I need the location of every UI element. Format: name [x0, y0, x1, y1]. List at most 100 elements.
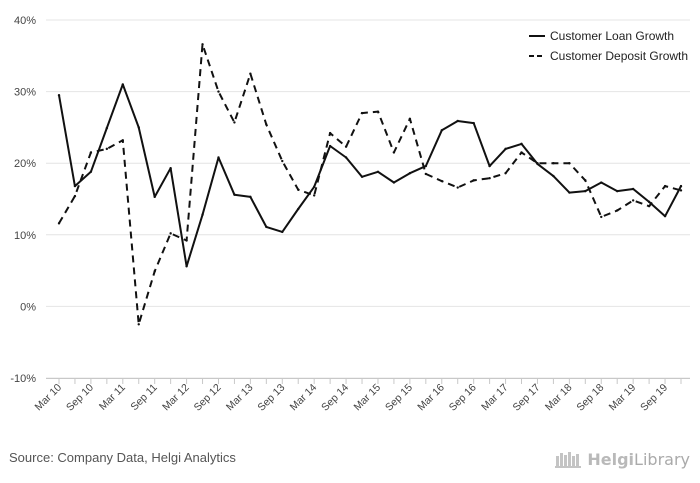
data-point [57, 93, 61, 97]
data-point [312, 194, 316, 197]
series-line-loan-growth [58, 83, 682, 268]
data-point [233, 121, 236, 124]
data-point [249, 72, 252, 75]
data-point [344, 156, 348, 159]
data-point [376, 170, 380, 173]
data-point [185, 265, 188, 268]
data-point [584, 179, 587, 182]
data-point [297, 207, 300, 211]
data-point [89, 170, 93, 173]
data-point [344, 145, 348, 148]
legend-label: Customer Deposit Growth [550, 49, 688, 63]
data-point [424, 164, 428, 168]
data-point [328, 131, 332, 135]
logo-brand: Helgi [587, 449, 635, 469]
x-tick-label: Sep 15 [383, 382, 415, 414]
x-tick-label: Sep 17 [511, 382, 543, 414]
data-point [456, 186, 459, 189]
x-tick-label: Sep 16 [447, 382, 479, 414]
data-point [584, 189, 587, 193]
plot-area [57, 43, 683, 326]
data-point [217, 156, 220, 159]
data-point [121, 83, 124, 86]
data-point [392, 151, 396, 154]
x-tick-label: Mar 11 [97, 382, 128, 413]
data-point [217, 90, 220, 93]
data-point [281, 230, 284, 234]
data-point [57, 222, 61, 225]
data-point [408, 172, 412, 175]
y-tick-label: 10% [14, 230, 36, 242]
data-point [392, 181, 396, 184]
data-point [408, 117, 412, 121]
legend-label: Customer Loan Growth [550, 29, 674, 43]
x-tick-label: Mar 13 [224, 382, 256, 414]
data-point [504, 172, 507, 175]
x-tick-label: Sep 14 [319, 382, 351, 414]
data-point [265, 225, 268, 229]
data-point [600, 215, 603, 219]
data-point [360, 175, 364, 179]
data-point [520, 142, 523, 146]
data-point [663, 184, 667, 188]
library-books-icon [555, 452, 582, 468]
data-point [153, 270, 156, 273]
data-point [312, 185, 316, 189]
data-point [552, 162, 555, 165]
x-axis-ticks: Mar 10 Sep 10 Mar 11 Sep 11 Mar 12 Sep 12 Mar … [33, 378, 682, 414]
data-point [440, 129, 443, 132]
x-tick-label: Sep 18 [574, 382, 606, 414]
data-point [185, 239, 188, 242]
x-tick-label: Mar 19 [607, 382, 639, 414]
data-point [663, 214, 667, 218]
x-tick-label: Mar 12 [160, 382, 192, 414]
data-point [552, 174, 555, 178]
data-point [89, 151, 93, 154]
y-tick-label: 40% [14, 15, 36, 27]
data-point [679, 184, 683, 188]
data-point [169, 167, 172, 170]
data-point [631, 187, 635, 191]
x-tick-label: Sep 10 [64, 382, 96, 414]
data-point [600, 181, 603, 184]
data-point [328, 144, 332, 148]
legend: Customer Loan Growth Customer Deposit Gro… [529, 29, 688, 63]
x-tick-label: Mar 15 [351, 382, 383, 414]
x-tick-label: Mar 14 [288, 382, 320, 414]
data-point [281, 159, 284, 163]
data-point [297, 188, 300, 191]
y-tick-label: -10% [10, 373, 36, 385]
data-point [568, 162, 571, 165]
data-point [504, 147, 507, 151]
x-tick-label: Mar 10 [33, 382, 65, 414]
data-point [616, 189, 619, 193]
x-tick-label: Sep 19 [638, 382, 670, 414]
data-point [520, 151, 523, 154]
data-point [424, 172, 428, 176]
data-point [249, 195, 252, 199]
data-point [440, 179, 443, 183]
data-point [360, 111, 364, 115]
data-point [647, 204, 651, 208]
y-tick-label: 30% [14, 87, 36, 99]
data-point [73, 194, 77, 198]
x-tick-label: Mar 17 [479, 382, 511, 414]
data-point [137, 323, 140, 326]
data-point [568, 191, 571, 194]
data-point [472, 121, 475, 125]
data-point [472, 179, 475, 182]
data-point [105, 147, 109, 151]
data-point [121, 139, 124, 142]
source-note: Source: Company Data, Helgi Analytics [9, 450, 236, 465]
x-tick-label: Mar 18 [543, 382, 575, 414]
data-point [169, 232, 172, 235]
data-point [153, 195, 156, 199]
helgi-library-logo: HelgiLibrary [555, 448, 690, 470]
logo-suffix: Library [634, 449, 690, 469]
x-tick-label: Sep 13 [255, 382, 287, 414]
data-point [233, 193, 236, 196]
data-point [201, 43, 204, 46]
data-point [201, 213, 204, 216]
data-point [137, 126, 140, 129]
